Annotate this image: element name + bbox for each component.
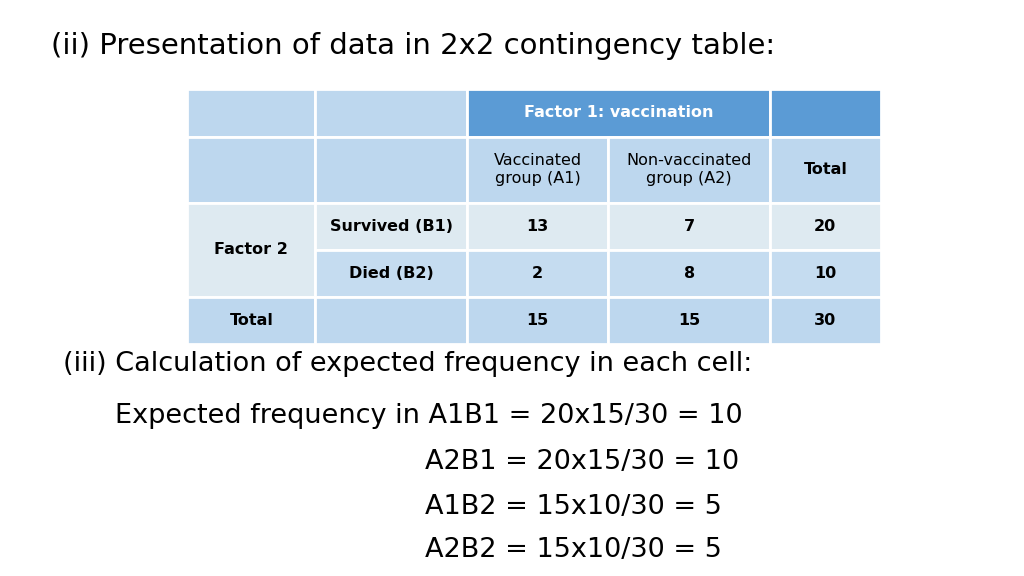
Text: 10: 10	[814, 266, 837, 281]
Bar	[315, 89, 467, 137]
Bar	[187, 203, 315, 297]
Bar	[467, 297, 608, 344]
Bar	[770, 297, 881, 344]
Text: Total: Total	[229, 313, 273, 328]
Bar	[467, 89, 770, 137]
Text: A1B2 = 15x10/30 = 5: A1B2 = 15x10/30 = 5	[425, 494, 722, 520]
Text: 7: 7	[684, 219, 694, 234]
Bar	[770, 89, 881, 137]
Text: Factor 2: Factor 2	[214, 242, 289, 257]
Text: Total: Total	[804, 162, 847, 177]
Bar	[467, 137, 608, 203]
Text: (ii) Presentation of data in 2x2 contingency table:: (ii) Presentation of data in 2x2 conting…	[51, 32, 775, 60]
Text: Non-vaccinated
group (A2): Non-vaccinated group (A2)	[627, 153, 752, 186]
Text: A2B1 = 20x15/30 = 10: A2B1 = 20x15/30 = 10	[425, 449, 739, 475]
Text: Survived (B1): Survived (B1)	[330, 219, 453, 234]
Bar	[770, 203, 881, 250]
Bar	[187, 89, 315, 137]
Text: 2: 2	[532, 266, 543, 281]
Text: 30: 30	[814, 313, 837, 328]
Bar	[467, 203, 608, 250]
Bar	[187, 137, 315, 203]
Text: 15: 15	[526, 313, 549, 328]
Text: Expected frequency in A1B1 = 20x15/30 = 10: Expected frequency in A1B1 = 20x15/30 = …	[115, 403, 742, 429]
Bar	[315, 203, 467, 250]
Text: Vaccinated
group (A1): Vaccinated group (A1)	[494, 153, 582, 186]
Bar	[467, 250, 608, 297]
Text: (iii) Calculation of expected frequency in each cell:: (iii) Calculation of expected frequency …	[63, 351, 753, 377]
Bar	[608, 203, 770, 250]
Text: 15: 15	[678, 313, 700, 328]
Bar	[315, 297, 467, 344]
Text: A2B2 = 15x10/30 = 5: A2B2 = 15x10/30 = 5	[425, 537, 722, 563]
Text: 8: 8	[684, 266, 694, 281]
Bar	[770, 137, 881, 203]
Bar	[315, 250, 467, 297]
Text: Factor 1: vaccination: Factor 1: vaccination	[523, 105, 714, 120]
Bar	[608, 297, 770, 344]
Bar	[770, 250, 881, 297]
Bar	[608, 137, 770, 203]
Text: 20: 20	[814, 219, 837, 234]
Text: Died (B2): Died (B2)	[349, 266, 433, 281]
Bar	[608, 250, 770, 297]
Bar	[315, 137, 467, 203]
Bar	[187, 297, 315, 344]
Text: 13: 13	[526, 219, 549, 234]
